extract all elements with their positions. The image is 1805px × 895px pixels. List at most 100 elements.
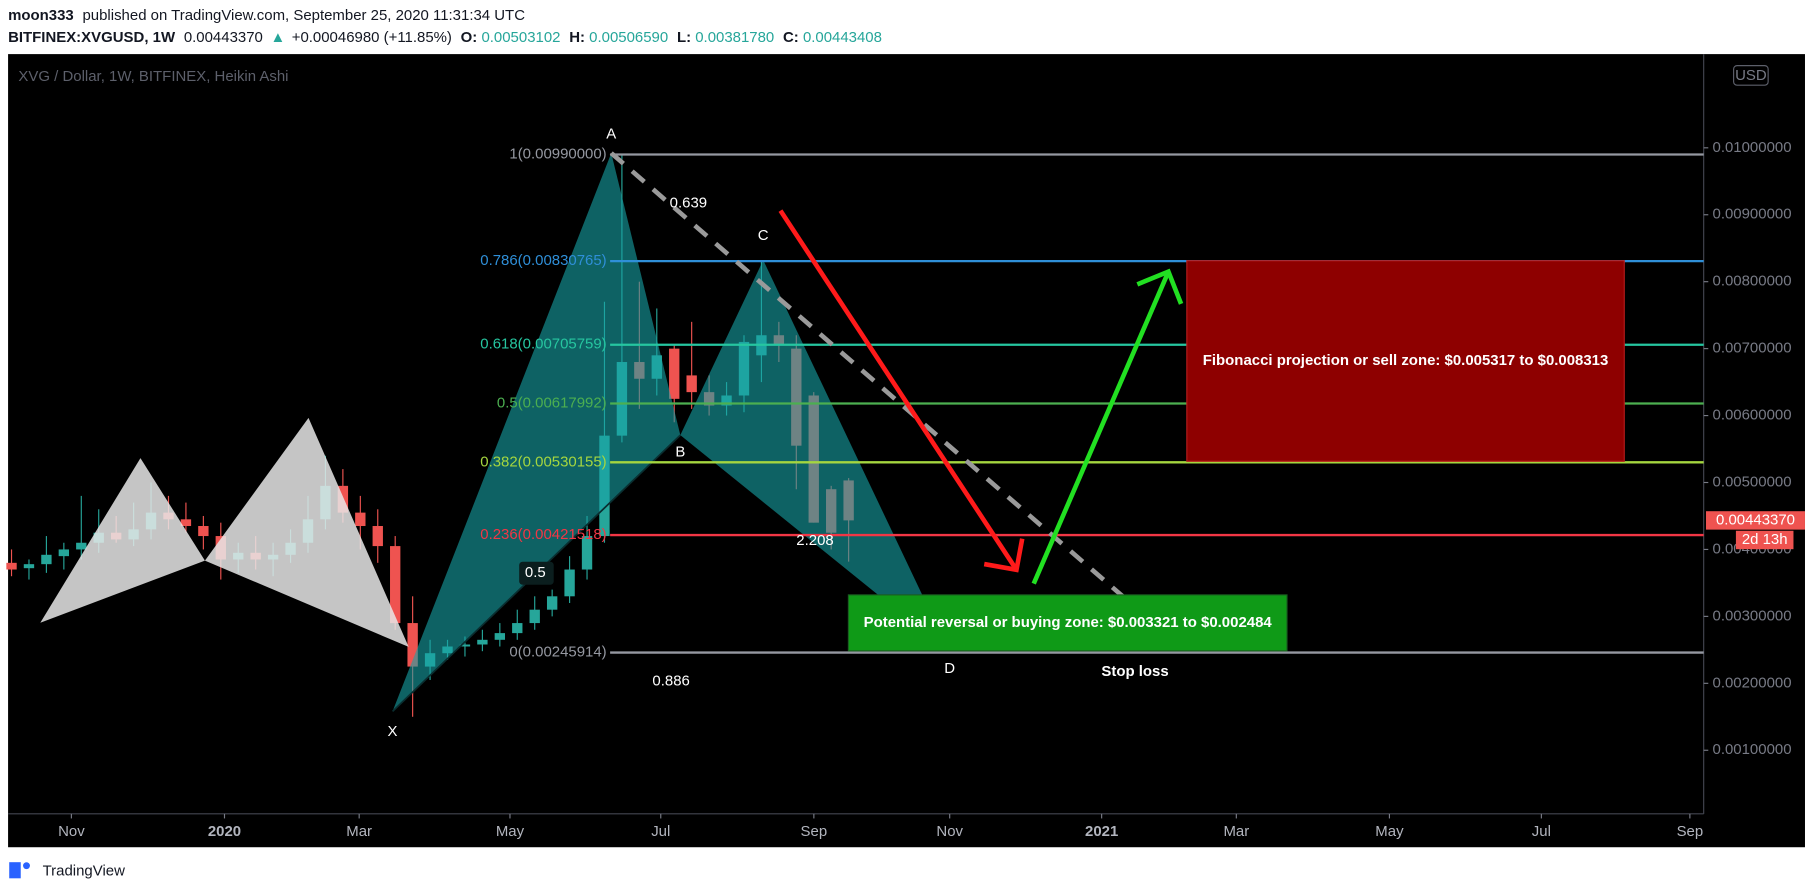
point-label: X	[388, 723, 398, 740]
candle-body	[23, 564, 35, 569]
point-label: A	[606, 126, 616, 143]
published: published on TradingView.com, September …	[82, 7, 525, 24]
currency-box	[1733, 65, 1769, 86]
candle-body	[512, 623, 523, 634]
candle-body	[494, 633, 506, 640]
y-tick-label: 0.00200000	[1713, 674, 1792, 691]
candle-body	[390, 546, 401, 624]
candle-body	[581, 536, 593, 570]
o: 0.00503102	[481, 29, 560, 46]
x-tick-label: Mar	[1223, 823, 1249, 840]
point-label: B	[675, 443, 685, 460]
y-tick-label: 0.00500000	[1713, 473, 1792, 490]
x-tick-label: May	[496, 823, 525, 840]
ratio-bg	[519, 561, 554, 585]
chart-title: XVG / Dollar, 1W, BITFINEX, Heikin Ashi	[18, 68, 288, 85]
candle-body	[529, 609, 540, 624]
fib-label: 0.618(0.00705759)	[480, 336, 606, 353]
candle-body	[407, 623, 418, 667]
x-tick-label: 2020	[208, 823, 241, 840]
plot: 0.001000000.002000000.003000000.00400000…	[6, 126, 1805, 840]
arrow-green	[1031, 270, 1171, 585]
ratio-label: 0.886	[652, 672, 689, 689]
last: 0.00443370	[184, 29, 263, 46]
x-tick-label: May	[1375, 823, 1404, 840]
c: 0.00443408	[803, 29, 882, 46]
arrow: ▲	[270, 29, 285, 46]
countdown: 2d 13h	[1742, 531, 1788, 548]
price-tag	[1705, 511, 1805, 530]
x-tick-label: 2021	[1085, 823, 1118, 840]
x-tick-label: Nov	[58, 823, 85, 840]
symbol: BITFINEX:XVGUSD, 1W	[8, 29, 176, 46]
symbol-bar: BITFINEX:XVGUSD, 1W 0.00443370 ▲ +0.0004…	[8, 29, 882, 46]
fib-label: 0(0.00245914)	[509, 644, 606, 661]
arrow-green-head	[1136, 268, 1184, 305]
y-tick-label: 0.00300000	[1713, 607, 1792, 624]
stop-loss: Stop loss	[1101, 663, 1168, 680]
fib-label: 0.382(0.00530155)	[480, 453, 606, 470]
x-tick-label: Jul	[1532, 823, 1551, 840]
l-label: L:	[677, 29, 691, 46]
pattern-fill	[40, 458, 205, 623]
x-tick-label: Sep	[1677, 823, 1704, 840]
candle-body	[564, 569, 575, 597]
candle-body	[546, 596, 558, 610]
zone	[847, 594, 1288, 652]
candle-body	[58, 549, 70, 557]
arrow-red-head	[983, 538, 1025, 573]
dashed-projection	[609, 151, 1174, 641]
pattern-fill	[204, 417, 409, 647]
candle-body	[459, 644, 471, 647]
y-tick-label: 0.00900000	[1713, 206, 1792, 223]
pattern-fill	[392, 153, 681, 712]
candle-body	[355, 512, 366, 527]
point-label: C	[758, 227, 769, 244]
tv-logo: TradingView	[9, 862, 125, 879]
brand: TradingView	[43, 862, 125, 879]
o-label: O:	[461, 29, 478, 46]
candle-body	[76, 542, 87, 550]
author: moon333	[8, 7, 74, 24]
logo-mark	[9, 862, 21, 879]
y-tick-label: 0.01000000	[1713, 139, 1792, 156]
price-tag-label: 0.00443370	[1716, 511, 1795, 528]
currency: USD	[1735, 67, 1767, 84]
y-tick-label: 0.00100000	[1713, 741, 1792, 758]
arrow-red	[778, 209, 1019, 572]
countdown-tag	[1735, 530, 1794, 550]
c-label: C:	[783, 29, 799, 46]
x-tick-label: Mar	[346, 823, 372, 840]
change: +0.00046980 (+11.85%)	[292, 29, 452, 46]
x-tick-label: Nov	[936, 823, 963, 840]
l: 0.00381780	[695, 29, 774, 46]
h-label: H:	[569, 29, 585, 46]
x-tick-label: Sep	[801, 823, 828, 840]
y-tick-label: 0.00700000	[1713, 340, 1792, 357]
ratio-label: 0.5	[525, 564, 546, 581]
pattern-fill	[680, 260, 950, 653]
fib-label: 1(0.00990000)	[509, 145, 606, 162]
ratio-label: 2.208	[796, 532, 833, 549]
y-tick-label: 0.00800000	[1713, 273, 1792, 290]
ratio-label: 0.639	[670, 195, 707, 212]
candle-body	[686, 375, 697, 393]
candle-body	[180, 519, 192, 527]
zone	[1186, 260, 1625, 462]
candle-body	[41, 554, 52, 565]
logo-dot	[23, 862, 30, 870]
fib-label: 0.786(0.00830765)	[480, 252, 606, 269]
candle-body	[477, 639, 488, 645]
zone-label: Fibonacci projection or sell zone: $0.00…	[1203, 352, 1609, 369]
y-tick-label: 0.00600000	[1713, 407, 1792, 424]
zone-label: Potential reversal or buying zone: $0.00…	[864, 614, 1273, 631]
x-tick-label: Jul	[651, 823, 670, 840]
h: 0.00506590	[589, 29, 668, 46]
candle-body	[372, 526, 383, 547]
candle-body	[198, 526, 209, 537]
point-label: D	[944, 660, 955, 677]
candle-body	[6, 562, 17, 570]
header: moon333 published on TradingView.com, Se…	[8, 7, 525, 24]
candle-body	[669, 348, 680, 399]
